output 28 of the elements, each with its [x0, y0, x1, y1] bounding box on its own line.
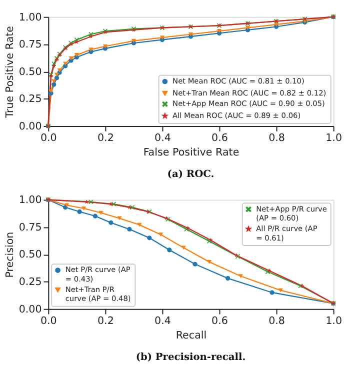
x-tick-label: 0.8 — [268, 132, 285, 144]
x-tick-label: 0.8 — [268, 315, 285, 328]
y-tick-label: 0.00 — [18, 120, 42, 132]
y-tick-label: 0.00 — [18, 303, 42, 316]
x-tick-label: 1.0 — [326, 132, 342, 144]
x-axis-title: Recall — [176, 329, 207, 342]
x-tick-label: 0.2 — [97, 315, 114, 328]
y-tick-label: 0.50 — [18, 248, 42, 261]
y-tick-label: 1.00 — [18, 194, 42, 206]
x-tick-label: 0.4 — [154, 315, 171, 328]
x-tick-label: 1.0 — [326, 315, 342, 328]
x-tick-label: 0.0 — [40, 315, 57, 328]
x-tick-label: 0.6 — [212, 132, 228, 144]
x-tick-label: 0.4 — [154, 132, 171, 144]
y-tick-label: 0.75 — [18, 38, 42, 51]
y-tick-label: 0.50 — [18, 66, 42, 78]
y-tick-label: 0.25 — [18, 276, 42, 288]
y-axis-title: True Positive Rate — [4, 26, 16, 119]
y-axis-title: Precision — [4, 232, 16, 278]
x-tick-label: 0.0 — [40, 132, 57, 144]
y-tick-label: 0.75 — [18, 221, 42, 234]
x-axis-title: False Positive Rate — [143, 146, 240, 158]
text: (b) Precision-recall. — [136, 352, 246, 363]
x-tick-label: 0.2 — [97, 132, 114, 144]
y-tick-label: 0.25 — [18, 93, 42, 106]
text: (a) ROC. — [167, 169, 214, 180]
x-tick-label: 0.6 — [212, 315, 228, 328]
y-tick-label: 1.00 — [18, 11, 42, 24]
